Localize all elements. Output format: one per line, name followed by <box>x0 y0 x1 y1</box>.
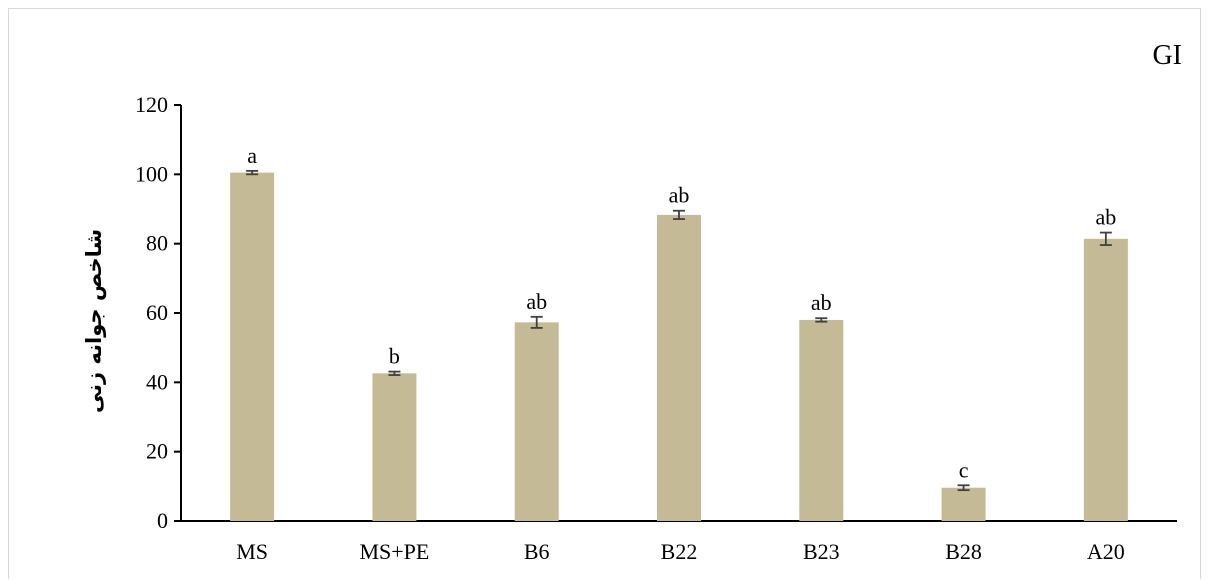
significance-letter: a <box>247 143 257 168</box>
bar <box>657 214 701 522</box>
x-category-label: B6 <box>524 539 550 564</box>
chart-frame: GI شاخص جوانه زنی 0 20 40 60 80 100 120 MS MS+P… <box>8 8 1201 579</box>
significance-letter: ab <box>526 289 547 314</box>
x-category-label: B28 <box>945 539 982 564</box>
panel-label: GI <box>1152 40 1182 71</box>
x-category-label: B23 <box>803 539 840 564</box>
x-category-label: MS <box>236 539 268 564</box>
y-tick-label: 0 <box>157 508 168 533</box>
bar <box>799 319 844 521</box>
y-axis-title: شاخص جوانه زنی <box>82 229 106 413</box>
x-category-label: B22 <box>661 539 698 564</box>
y-axis: 0 20 40 60 80 100 120 <box>135 92 182 533</box>
significance-letter: ab <box>1095 205 1116 230</box>
y-tick-label: 20 <box>146 439 168 464</box>
significance-letter: ab <box>811 290 832 315</box>
bar <box>514 322 559 521</box>
bar-chart: GI شاخص جوانه زنی 0 20 40 60 80 100 120 MS MS+P… <box>82 40 1182 564</box>
x-category-label: MS+PE <box>359 539 429 564</box>
y-tick-label: 100 <box>135 161 168 186</box>
y-tick-label: 60 <box>146 300 168 325</box>
bar <box>1083 238 1128 521</box>
bar <box>230 172 275 521</box>
y-tick-label: 80 <box>146 231 168 256</box>
y-tick-label: 120 <box>135 92 168 117</box>
y-tick-label: 40 <box>146 369 168 394</box>
bar <box>372 373 417 521</box>
bar <box>941 487 986 521</box>
x-axis: MS MS+PE B6 B22 B23 B28 A20 <box>181 520 1177 564</box>
significance-letter: c <box>959 457 969 482</box>
significance-letter: b <box>389 344 400 369</box>
x-category-label: A20 <box>1087 539 1125 564</box>
significance-letter: ab <box>669 183 690 208</box>
